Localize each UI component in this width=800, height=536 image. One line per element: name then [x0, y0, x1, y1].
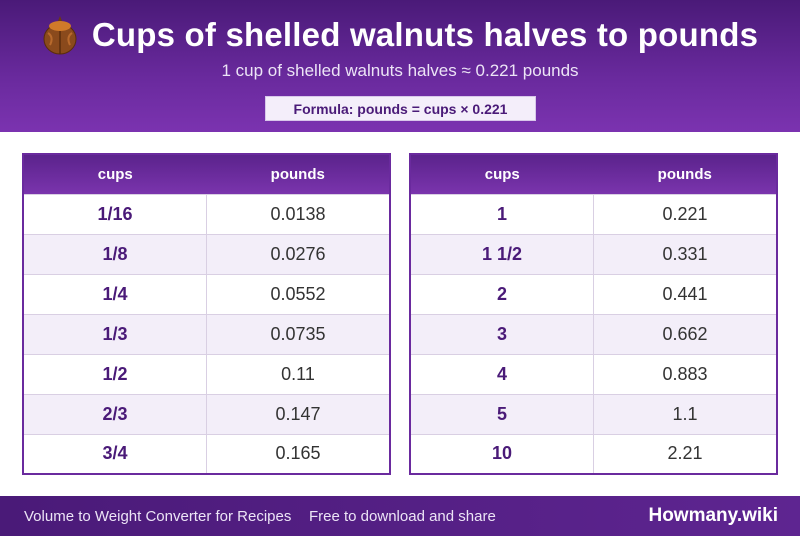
cups-cell: 4 — [410, 353, 594, 394]
pounds-cell: 0.0735 — [206, 313, 390, 354]
table-row: 1/16 0.0138 — [23, 193, 390, 234]
cups-cell: 1/8 — [23, 233, 207, 274]
pounds-cell: 1.1 — [593, 393, 777, 434]
table-row: 2 0.441 — [410, 273, 777, 314]
cups-cell: 1 — [410, 193, 594, 234]
table-row: 1/8 0.0276 — [23, 233, 390, 274]
table-row: 3 0.662 — [410, 313, 777, 354]
table-row: 4 0.883 — [410, 353, 777, 394]
cups-cell: 3 — [410, 313, 594, 354]
pounds-cell: 0.221 — [593, 193, 777, 234]
pounds-cell: 0.441 — [593, 273, 777, 314]
pounds-cell: 0.165 — [206, 433, 390, 474]
formula-box: Formula: pounds = cups × 0.221 — [265, 96, 536, 121]
pounds-cell: 0.883 — [593, 353, 777, 394]
pounds-cell: 0.662 — [593, 313, 777, 354]
table-row: 1/3 0.0735 — [23, 313, 390, 354]
column-header-cups: cups — [23, 154, 207, 194]
cups-cell: 1/16 — [23, 193, 207, 234]
table-row: 3/4 0.165 — [23, 433, 390, 474]
cups-cell: 1 1/2 — [410, 233, 594, 274]
pounds-cell: 0.0276 — [206, 233, 390, 274]
cups-cell: 2 — [410, 273, 594, 314]
header-banner: Cups of shelled walnuts halves to pounds… — [0, 0, 800, 132]
table-row: 1 1/2 0.331 — [410, 233, 777, 274]
table-header-row: cups pounds — [23, 154, 390, 194]
table-row: 5 1.1 — [410, 393, 777, 434]
cups-cell: 2/3 — [23, 393, 207, 434]
table-row: 1 0.221 — [410, 193, 777, 234]
cups-cell: 1/4 — [23, 273, 207, 314]
cups-cell: 1/2 — [23, 353, 207, 394]
cups-cell: 3/4 — [23, 433, 207, 474]
cups-cell: 10 — [410, 433, 594, 474]
column-header-cups: cups — [410, 154, 594, 194]
pounds-cell: 2.21 — [593, 433, 777, 474]
footer-brand-link[interactable]: Howmany.wiki — [648, 505, 778, 526]
pounds-cell: 0.147 — [206, 393, 390, 434]
cups-cell: 1/3 — [23, 313, 207, 354]
column-header-pounds: pounds — [206, 154, 390, 194]
title-row: Cups of shelled walnuts halves to pounds — [0, 12, 800, 58]
footer-bar: Volume to Weight Converter for Recipes F… — [0, 496, 800, 536]
table-header-row: cups pounds — [410, 154, 777, 194]
footer-tagline: Volume to Weight Converter for Recipes — [24, 508, 292, 525]
page-subtitle: 1 cup of shelled walnuts halves ≈ 0.221 … — [221, 61, 579, 80]
page-title: Cups of shelled walnuts halves to pounds — [91, 16, 759, 53]
table-row: 1/2 0.11 — [23, 353, 390, 394]
table-row: 1/4 0.0552 — [23, 273, 390, 314]
pounds-cell: 0.331 — [593, 233, 777, 274]
conversion-table-left: cups pounds 1/16 0.0138 1/8 0.0276 1/4 0… — [22, 153, 391, 475]
table-row: 10 2.21 — [410, 433, 777, 474]
cups-cell: 5 — [410, 393, 594, 434]
footer-share-note: Free to download and share — [309, 508, 496, 525]
conversion-table-right: cups pounds 1 0.221 1 1/2 0.331 2 0.441 … — [409, 153, 778, 475]
walnut-icon — [42, 15, 78, 55]
pounds-cell: 0.0552 — [206, 273, 390, 314]
pounds-cell: 0.11 — [206, 353, 390, 394]
table-row: 2/3 0.147 — [23, 393, 390, 434]
pounds-cell: 0.0138 — [206, 193, 390, 234]
column-header-pounds: pounds — [593, 154, 777, 194]
